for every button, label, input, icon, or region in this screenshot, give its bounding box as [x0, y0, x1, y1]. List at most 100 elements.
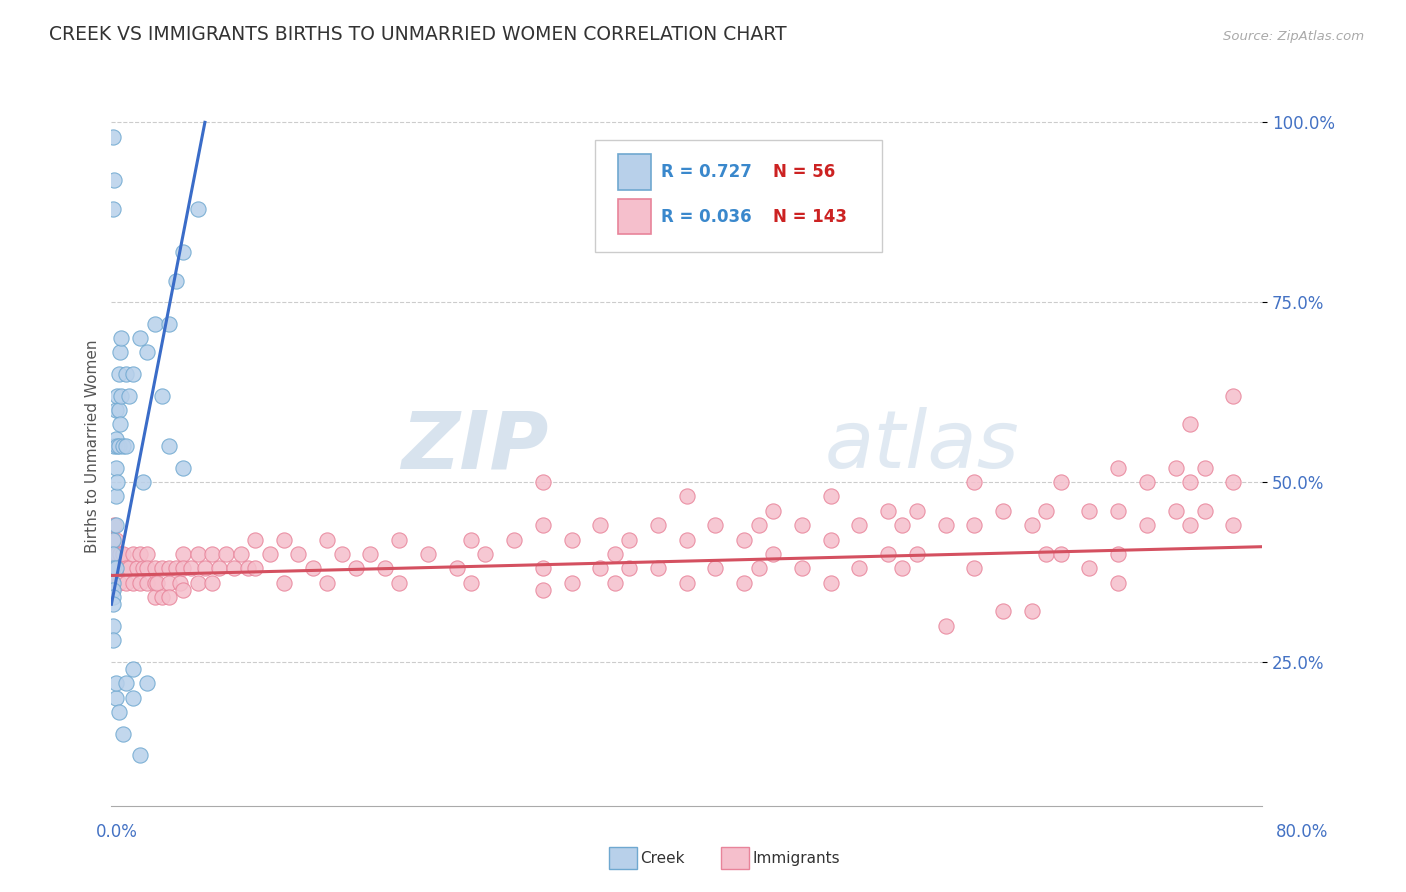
Point	[101, 561, 124, 575]
Point	[531, 561, 554, 575]
Point	[194, 561, 217, 575]
Point	[733, 575, 755, 590]
Point	[143, 561, 166, 575]
Point	[104, 561, 127, 575]
Point	[172, 582, 194, 597]
Point	[1222, 389, 1244, 403]
Point	[165, 274, 187, 288]
Point	[150, 561, 173, 575]
Text: 80.0%: 80.0%	[1277, 822, 1329, 840]
Point	[619, 533, 641, 547]
Y-axis label: Births to Unmarried Women: Births to Unmarried Women	[86, 339, 100, 553]
Point	[105, 547, 128, 561]
Point	[136, 547, 159, 561]
Point	[790, 518, 813, 533]
Point	[107, 705, 129, 719]
Point	[104, 432, 127, 446]
Point	[1021, 518, 1043, 533]
Text: CREEK VS IMMIGRANTS BIRTHS TO UNMARRIED WOMEN CORRELATION CHART: CREEK VS IMMIGRANTS BIRTHS TO UNMARRIED …	[49, 25, 787, 44]
Point	[143, 317, 166, 331]
Point	[330, 547, 353, 561]
Text: R = 0.727: R = 0.727	[661, 163, 752, 181]
Point	[104, 676, 127, 690]
Point	[104, 518, 127, 533]
Point	[103, 547, 125, 561]
Point	[146, 575, 169, 590]
Point	[820, 575, 842, 590]
Point	[157, 317, 180, 331]
Point	[129, 331, 152, 345]
Point	[172, 244, 194, 259]
Point	[388, 575, 411, 590]
Point	[208, 561, 231, 575]
Point	[905, 504, 928, 518]
Point	[103, 439, 125, 453]
Point	[143, 590, 166, 604]
Point	[136, 561, 159, 575]
Point	[136, 345, 159, 359]
Text: atlas: atlas	[825, 407, 1019, 485]
Point	[388, 533, 411, 547]
Point	[733, 533, 755, 547]
Point	[111, 727, 134, 741]
Point	[157, 561, 180, 575]
Point	[222, 561, 245, 575]
Point	[107, 403, 129, 417]
Point	[963, 561, 986, 575]
Point	[287, 547, 309, 561]
Point	[101, 582, 124, 597]
Point	[129, 575, 152, 590]
Point	[704, 518, 727, 533]
Point	[103, 518, 125, 533]
Point	[1164, 460, 1187, 475]
Point	[110, 331, 132, 345]
Point	[172, 547, 194, 561]
Point	[111, 439, 134, 453]
Point	[561, 575, 583, 590]
Point	[101, 202, 124, 216]
Point	[108, 547, 131, 561]
Point	[122, 575, 145, 590]
Point	[236, 561, 259, 575]
Point	[169, 575, 191, 590]
Point	[935, 619, 957, 633]
Point	[991, 604, 1014, 618]
Text: Immigrants: Immigrants	[752, 852, 839, 866]
Point	[1178, 417, 1201, 432]
Point	[122, 547, 145, 561]
Point	[143, 575, 166, 590]
Point	[991, 504, 1014, 518]
Point	[748, 561, 770, 575]
Point	[136, 676, 159, 690]
Point	[344, 561, 367, 575]
Point	[273, 533, 295, 547]
Point	[245, 561, 267, 575]
Point	[891, 518, 914, 533]
Point	[675, 575, 697, 590]
Point	[704, 561, 727, 575]
Point	[1107, 460, 1129, 475]
Point	[172, 561, 194, 575]
Point	[790, 561, 813, 575]
Point	[165, 561, 187, 575]
Point	[647, 561, 669, 575]
Point	[180, 561, 202, 575]
Point	[101, 561, 124, 575]
Point	[820, 489, 842, 503]
Point	[104, 561, 127, 575]
Point	[963, 518, 986, 533]
Point	[157, 590, 180, 604]
Point	[603, 547, 626, 561]
Point	[531, 582, 554, 597]
Point	[848, 561, 870, 575]
Point	[229, 547, 252, 561]
Point	[150, 389, 173, 403]
Point	[105, 475, 128, 489]
Point	[1136, 475, 1159, 489]
Point	[101, 597, 124, 611]
Point	[129, 748, 152, 763]
Point	[114, 367, 136, 381]
Point	[647, 518, 669, 533]
Point	[748, 518, 770, 533]
Point	[122, 690, 145, 705]
